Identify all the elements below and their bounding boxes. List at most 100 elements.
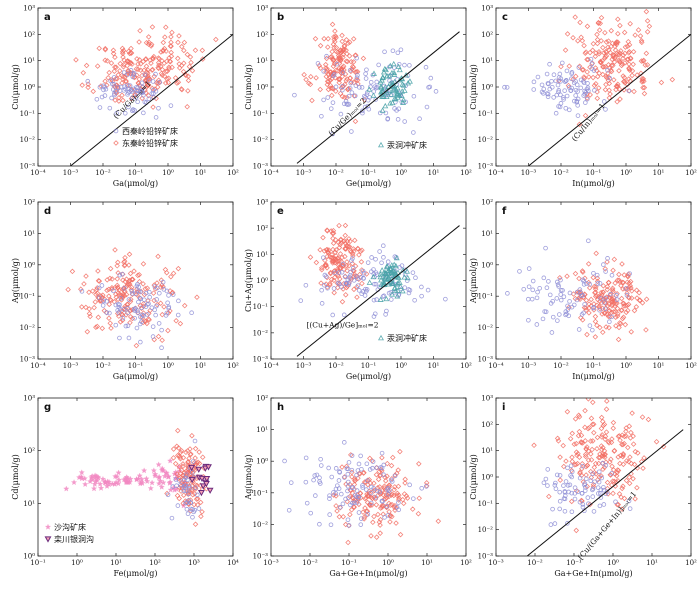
legend-label-lai: 汞洞冲矿床: [387, 140, 427, 150]
points-g: [63, 427, 214, 528]
point-lai: [393, 254, 400, 261]
point-east: [121, 62, 127, 68]
x-tick-label: 10⁻¹: [361, 169, 377, 177]
point-east: [393, 520, 399, 526]
point-east: [605, 38, 612, 44]
point-east: [597, 298, 603, 305]
point-west: [122, 110, 128, 116]
point-east: [613, 472, 620, 479]
point-west: [547, 292, 553, 298]
point-west: [539, 89, 545, 95]
point-east: [175, 55, 181, 62]
point-east: [606, 80, 613, 87]
point-east: [592, 290, 598, 296]
point-east: [189, 483, 196, 489]
point-west: [325, 95, 331, 100]
panel-letter: b: [277, 12, 284, 23]
point-west: [598, 296, 603, 301]
point-west: [355, 283, 361, 288]
point-east: [133, 342, 140, 349]
point-east: [631, 307, 638, 314]
point-east: [333, 48, 340, 55]
point-west: [168, 103, 174, 108]
point-east: [588, 415, 595, 422]
point-east: [606, 279, 612, 286]
point-east: [642, 62, 649, 68]
point-west: [394, 504, 400, 510]
point-east: [415, 510, 422, 517]
point-west: [345, 488, 350, 494]
point-east: [119, 92, 125, 99]
point-west: [505, 291, 510, 296]
point-east: [598, 289, 604, 296]
point-west: [602, 300, 607, 305]
point-east: [600, 466, 606, 473]
point-east: [126, 262, 132, 268]
point-west: [156, 105, 161, 111]
point-east: [626, 474, 633, 481]
point-east: [576, 428, 583, 435]
point-east: [633, 287, 640, 293]
point-east: [616, 67, 622, 74]
x-tick-label: 10²: [460, 169, 472, 177]
point-east: [349, 251, 356, 257]
point-east: [369, 458, 375, 464]
point-west: [585, 96, 590, 102]
point-east: [175, 265, 182, 272]
point-west: [112, 92, 117, 98]
point-east: [128, 284, 135, 291]
point-east: [135, 272, 141, 279]
point-west: [185, 511, 191, 517]
point-west: [118, 296, 124, 301]
point-west: [379, 450, 385, 456]
point-west: [349, 453, 355, 458]
point-west: [115, 85, 121, 90]
point-east: [83, 273, 89, 279]
point-east: [592, 334, 599, 340]
point-east: [389, 491, 395, 497]
point-east: [176, 65, 183, 71]
point-east: [600, 283, 607, 289]
point-west: [112, 91, 117, 96]
point-east: [613, 323, 619, 329]
point-east: [641, 455, 647, 461]
point-west: [359, 291, 365, 297]
point-lai: [370, 92, 377, 98]
point-west: [601, 502, 607, 507]
point-east: [185, 88, 191, 94]
point-west: [303, 455, 309, 461]
legend-label-shagou: 沙沟矿床: [54, 522, 86, 532]
point-east: [625, 56, 632, 63]
point-lai: [393, 273, 400, 279]
point-east: [620, 73, 626, 79]
point-east: [117, 68, 123, 74]
point-east: [94, 285, 100, 291]
point-west: [558, 288, 564, 293]
point-west: [540, 316, 546, 322]
point-east: [335, 52, 342, 59]
point-east: [324, 66, 330, 72]
point-west: [569, 509, 575, 515]
point-east: [582, 451, 589, 458]
point-east: [329, 92, 335, 99]
point-east: [572, 270, 579, 277]
point-east: [186, 455, 192, 462]
point-west: [138, 314, 143, 320]
point-east: [112, 291, 119, 297]
point-east: [377, 530, 383, 536]
point-west: [340, 501, 346, 507]
x-tick-label: 10⁻⁴: [30, 169, 46, 177]
y-tick-label: 10⁻¹: [478, 500, 494, 508]
panel-letter: c: [502, 12, 508, 23]
point-east: [85, 81, 91, 87]
point-east: [73, 57, 79, 63]
point-east: [140, 319, 146, 326]
point-east: [564, 273, 570, 279]
point-east: [593, 284, 599, 290]
x-tick-label: 10⁻²: [553, 169, 569, 177]
point-east: [592, 318, 599, 325]
point-east: [625, 76, 632, 82]
point-west: [378, 465, 384, 470]
point-lai: [395, 279, 402, 286]
axes-frame: [37, 397, 234, 557]
